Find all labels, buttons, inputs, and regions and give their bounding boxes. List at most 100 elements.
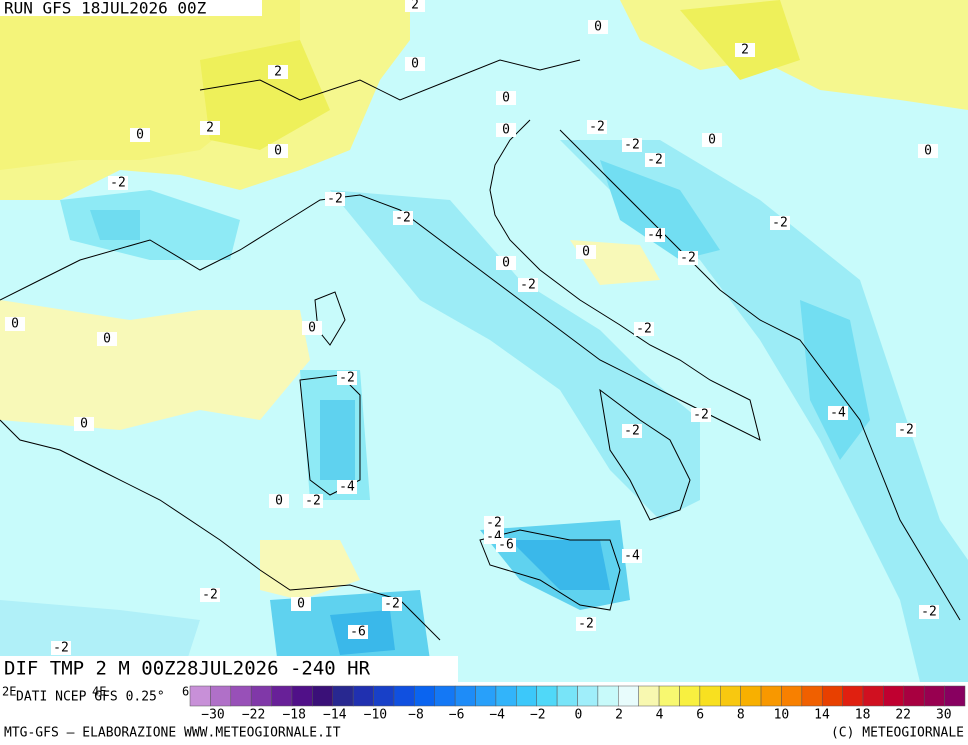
colorbar-box xyxy=(271,685,293,707)
colorbar-box xyxy=(434,685,456,707)
colorbar-box xyxy=(740,685,762,707)
colorbar-box xyxy=(250,685,272,707)
contour-label-box xyxy=(828,406,848,420)
contour-label-box xyxy=(200,588,220,602)
contour-label-box xyxy=(484,516,504,530)
contour-label-box xyxy=(896,423,916,437)
colorbar-box xyxy=(699,685,721,707)
colorbar-box xyxy=(821,685,843,707)
contour-label: 0 xyxy=(502,91,510,106)
colorbar-box xyxy=(679,685,701,707)
colorbar-box xyxy=(658,685,680,707)
contour-label: -2 xyxy=(693,408,709,423)
contour-label-box xyxy=(291,597,311,611)
colorbar-label: 14 xyxy=(814,708,830,723)
colorbar-box xyxy=(312,685,334,707)
contour-label: 0 xyxy=(136,128,144,143)
colorbar-label: −30 xyxy=(201,708,224,723)
contour-label: -4 xyxy=(624,549,640,564)
colorbar-label: −18 xyxy=(282,708,305,723)
colorbar-box xyxy=(577,685,599,707)
contour-label: -2 xyxy=(589,120,605,135)
contour-label: 2 xyxy=(274,65,282,80)
contour-label-box xyxy=(302,321,322,335)
lon-label: 4E xyxy=(92,685,106,699)
contour-label: 0 xyxy=(502,256,510,271)
colorbar-box xyxy=(332,685,354,707)
contour-label: -2 xyxy=(624,424,640,439)
contour-label-box xyxy=(634,322,654,336)
header-box xyxy=(0,0,262,16)
colorbar-box xyxy=(189,685,211,707)
contour-label-box xyxy=(496,123,516,137)
colorbar-label: −2 xyxy=(530,708,546,723)
contour-label-box xyxy=(337,371,357,385)
colorbar-box xyxy=(291,685,313,707)
contour-label-box xyxy=(5,317,25,331)
contour-label-box xyxy=(588,20,608,34)
contour-label: -4 xyxy=(647,228,663,243)
colorbar-box xyxy=(883,685,905,707)
colorbar-box xyxy=(495,685,517,707)
contour-label: -2 xyxy=(384,597,400,612)
contour-label-box xyxy=(918,144,938,158)
contour-label-box xyxy=(268,65,288,79)
contour-label-box xyxy=(622,549,642,563)
contour-label-box xyxy=(587,120,607,134)
field-title: DIF TMP 2 M 00Z28JUL2026 -240 HR xyxy=(4,658,371,680)
contour-label-box xyxy=(268,144,288,158)
contour-label-box xyxy=(770,216,790,230)
colorbar-label: 2 xyxy=(615,708,623,723)
contour-label: 0 xyxy=(275,494,283,509)
contour-label-box xyxy=(269,494,289,508)
field-title-box xyxy=(0,656,458,682)
contour-label-box xyxy=(348,625,368,639)
contour-label-box xyxy=(496,91,516,105)
colorbar-box xyxy=(842,685,864,707)
colorbar-box xyxy=(781,685,803,707)
contour-label: 2 xyxy=(741,43,749,58)
contour-label-box xyxy=(645,228,665,242)
contour-label: -2 xyxy=(305,494,321,509)
lon-label: 2E xyxy=(2,685,16,699)
contour-label-box xyxy=(702,133,722,147)
colorbar-label: −14 xyxy=(323,708,347,723)
contour-label: -2 xyxy=(647,153,663,168)
colorbar-box xyxy=(352,685,374,707)
colorbar-label: −8 xyxy=(408,708,424,723)
contour-label: -2 xyxy=(636,322,652,337)
contour-label-box xyxy=(393,211,413,225)
contour-label: -4 xyxy=(339,480,355,495)
contour-label: 2 xyxy=(411,0,419,13)
contour-label: 0 xyxy=(411,57,419,72)
colorbar-box xyxy=(454,685,476,707)
contour-label: -6 xyxy=(498,538,514,553)
contour-label-box xyxy=(405,57,425,71)
colorbar-box xyxy=(903,685,925,707)
contour-label-box xyxy=(325,192,345,206)
colorbar-label: 4 xyxy=(656,708,664,723)
colorbar-box xyxy=(801,685,823,707)
contour-label: 0 xyxy=(297,597,305,612)
contour-label-box xyxy=(576,617,596,631)
colorbar-box xyxy=(210,685,232,707)
colorbar-label: 8 xyxy=(737,708,745,723)
contour-label: 0 xyxy=(594,20,602,35)
colorbar-box xyxy=(944,685,966,707)
contour-label-box xyxy=(735,43,755,57)
colorbar-label: 0 xyxy=(574,708,582,723)
contour-label: 0 xyxy=(582,245,590,260)
colorbar-box xyxy=(923,685,945,707)
contour-label-box xyxy=(382,597,402,611)
colorbar-box xyxy=(597,685,619,707)
contour-label: 2 xyxy=(206,121,214,136)
colorbar-box xyxy=(475,685,497,707)
colorbar: −30 −22 −18 −14 −10 −8 −6 −4 −2 0 2 4 6 8 10 14 18 22 30 xyxy=(189,685,966,723)
contour-label: -2 xyxy=(921,605,937,620)
colorbar-label: 6 xyxy=(696,708,704,723)
contour-label-box xyxy=(337,480,357,494)
colorbar-label: −4 xyxy=(489,708,505,723)
contour-label: -2 xyxy=(520,278,536,293)
